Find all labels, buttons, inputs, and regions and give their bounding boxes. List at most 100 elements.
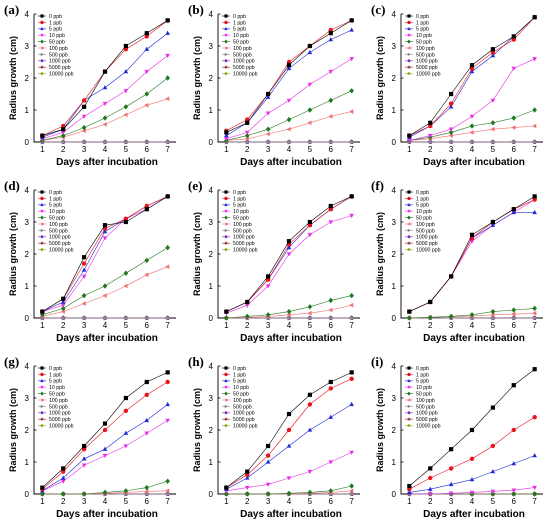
- data-point: [349, 370, 354, 375]
- y-tick-label: 0: [209, 490, 214, 499]
- legend-label: 10 ppb: [416, 33, 432, 39]
- data-point: [123, 488, 129, 494]
- data-point: [286, 245, 292, 250]
- legend-label: 1000 ppb: [49, 235, 71, 241]
- x-tick-label: 7: [349, 145, 354, 154]
- data-point: [329, 139, 334, 145]
- y-tick-label: 0: [25, 490, 30, 499]
- legend-label: 1000 ppb: [416, 235, 438, 241]
- data-point: [61, 139, 66, 145]
- x-tick-label: 2: [428, 145, 433, 154]
- legend-marker: [224, 215, 228, 220]
- data-point: [123, 112, 128, 118]
- data-point: [266, 91, 271, 97]
- data-point: [266, 139, 271, 145]
- series-10-ppb: [224, 450, 354, 494]
- legend-label: 10000 ppb: [49, 424, 74, 430]
- legend-marker: [224, 404, 228, 409]
- legend-marker: [224, 391, 228, 396]
- legend-label: 50 ppb: [49, 40, 65, 46]
- data-point: [286, 312, 291, 318]
- data-point: [448, 133, 453, 138]
- panel-label: (e): [188, 178, 202, 193]
- legend-label: 10 ppb: [233, 33, 249, 39]
- y-tick-label: 2: [392, 250, 397, 259]
- x-tick-label: 7: [532, 145, 537, 154]
- y-tick-label: 3: [209, 218, 214, 227]
- series-0-ppb: [224, 194, 354, 314]
- legend-label: 0 ppb: [49, 190, 62, 196]
- data-point: [40, 133, 45, 138]
- legend-marker: [224, 423, 228, 428]
- data-point: [428, 120, 433, 125]
- y-axis-label: Radius growth (cm): [192, 212, 202, 296]
- data-point: [349, 376, 354, 382]
- legend-marker: [40, 202, 44, 207]
- legend-label: 50 ppb: [416, 40, 432, 46]
- chart-panel: (f) 0 1 2 3 4 1 2 3 4 5 6 7 Days after incubation Radi…: [367, 176, 550, 352]
- data-point: [490, 491, 496, 497]
- series-100-ppb: [223, 109, 354, 143]
- y-tick-label: 2: [209, 426, 214, 435]
- x-axis-label: Days after incubation: [423, 157, 525, 168]
- data-point: [511, 209, 517, 215]
- data-point: [165, 370, 170, 375]
- x-tick-label: 2: [428, 321, 433, 330]
- data-point: [245, 299, 250, 305]
- x-tick-label: 5: [491, 321, 496, 330]
- series-500-ppb: [40, 139, 171, 145]
- legend-label: 0 ppb: [416, 14, 429, 20]
- x-tick-label: 3: [82, 321, 87, 330]
- legend-label: 10 ppb: [416, 385, 432, 391]
- legend-label: 100 ppb: [233, 398, 252, 404]
- data-point: [349, 213, 354, 219]
- data-point: [60, 299, 66, 304]
- data-point: [123, 430, 129, 435]
- legend-marker: [407, 59, 411, 63]
- data-point: [490, 47, 495, 52]
- data-point: [244, 485, 250, 491]
- data-point: [427, 314, 433, 321]
- legend-label: 1 ppb: [416, 20, 429, 26]
- legend-marker: [224, 228, 228, 233]
- data-point: [286, 252, 292, 257]
- legend-label: 500 ppb: [416, 404, 435, 410]
- data-point: [428, 466, 433, 471]
- legend-marker: [224, 59, 228, 63]
- panel-label: (c): [371, 2, 385, 17]
- data-point: [144, 272, 149, 278]
- data-point: [532, 485, 537, 491]
- legend-label: 1000 ppb: [416, 59, 438, 65]
- data-point: [286, 126, 291, 132]
- data-point: [81, 491, 87, 497]
- legend-marker: [40, 391, 44, 396]
- legend-marker: [407, 39, 411, 44]
- x-tick-label: 5: [124, 497, 129, 506]
- data-point: [60, 130, 66, 135]
- legend-label: 5000 ppb: [49, 417, 71, 423]
- data-point: [349, 491, 355, 497]
- data-point: [102, 427, 108, 433]
- data-point: [511, 488, 517, 493]
- y-tick-label: 3: [392, 394, 397, 403]
- legend-label: 10000 ppb: [49, 248, 74, 254]
- data-point: [123, 283, 128, 289]
- data-point: [265, 453, 271, 458]
- x-tick-label: 1: [224, 145, 229, 154]
- legend-marker: [407, 52, 411, 57]
- x-tick-label: 5: [491, 497, 496, 506]
- legend-marker: [224, 222, 228, 226]
- x-tick-label: 6: [329, 497, 334, 506]
- y-tick-label: 0: [209, 138, 214, 147]
- series-0-ppb: [224, 370, 354, 490]
- legend-label: 5000 ppb: [49, 241, 71, 247]
- data-point: [265, 126, 271, 132]
- x-axis-label: Days after incubation: [240, 157, 342, 168]
- data-point: [61, 466, 66, 471]
- legend-marker: [40, 411, 44, 415]
- data-point: [511, 427, 516, 433]
- data-point: [512, 315, 517, 321]
- data-point: [144, 69, 150, 75]
- legend-label: 0 ppb: [233, 366, 246, 372]
- legend-marker: [224, 65, 228, 69]
